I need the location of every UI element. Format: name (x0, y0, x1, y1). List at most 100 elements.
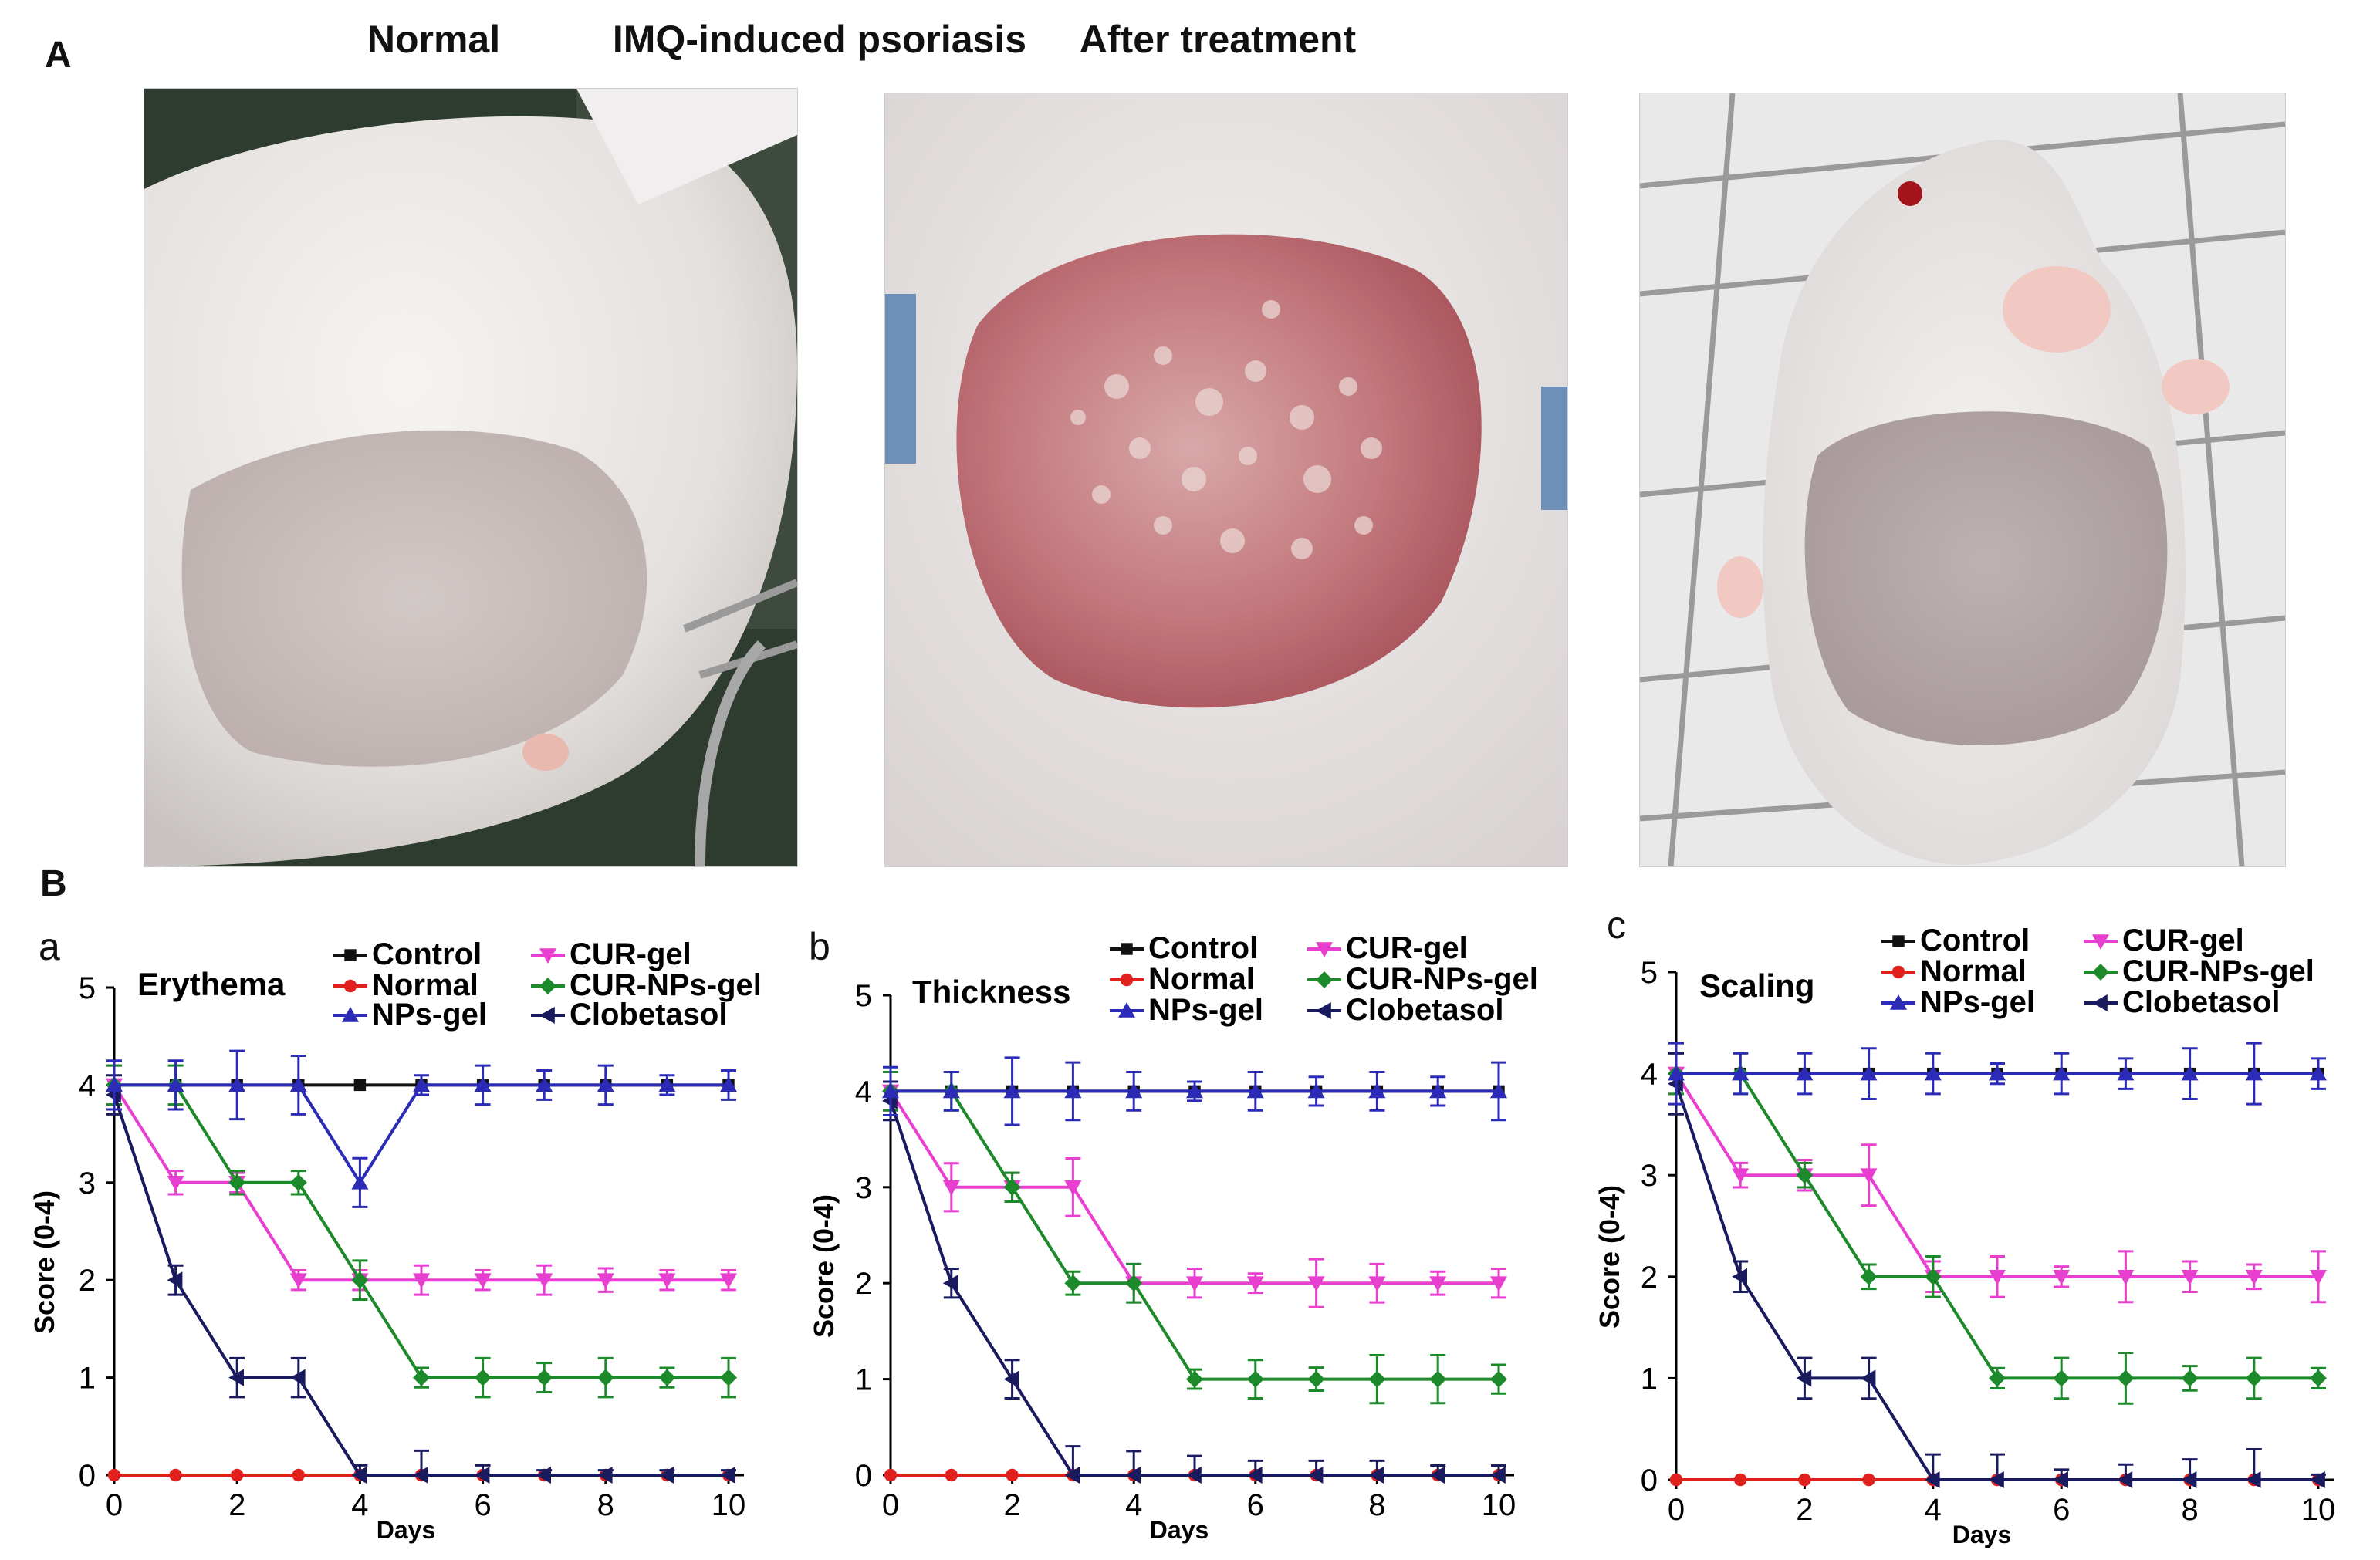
series-line (891, 1089, 1499, 1381)
x-axis-label: Days (1150, 1516, 1209, 1544)
data-point (720, 1273, 737, 1289)
data-point (1924, 1065, 1942, 1081)
data-point (597, 1467, 613, 1484)
data-point (1307, 1082, 1325, 1099)
x-tick-label: 2 (1796, 1493, 1813, 1527)
data-point (1668, 1065, 1685, 1081)
data-point (1490, 1467, 1506, 1484)
subpanel-c-letter: c (1607, 903, 1626, 947)
data-point (1669, 1473, 1683, 1487)
data-point (945, 1468, 958, 1482)
data-point (942, 1082, 960, 1099)
data-point (107, 1468, 121, 1482)
data-point (536, 1369, 553, 1386)
legend-label: NPs-gel (372, 998, 487, 1032)
y-tick-label: 4 (79, 1069, 96, 1102)
data-point (167, 1076, 184, 1092)
x-tick-label: 4 (351, 1488, 368, 1522)
data-point (289, 1369, 306, 1386)
data-point (1064, 1467, 1080, 1484)
data-point (2245, 1369, 2263, 1387)
data-point (597, 1273, 614, 1289)
legend-swatch-marker (2092, 994, 2108, 1011)
y-tick-label: 2 (79, 1264, 96, 1298)
data-point (882, 1082, 899, 1099)
chart-0: 0 1 2 3 4 5 0 2 4 6 8 10 Days Score (0-4) Erythema Cont… (29, 937, 762, 1544)
data-point (289, 1173, 307, 1191)
data-point (1860, 1268, 1878, 1285)
legend-label: Clobetasol (2122, 985, 2280, 1019)
data-point (1368, 1467, 1384, 1484)
legend-swatch-marker (2092, 934, 2109, 950)
legend-swatch-marker (539, 948, 556, 964)
series-line (114, 1083, 729, 1379)
chart-2: 0 1 2 3 4 5 0 2 4 6 8 10 Days Score (0-4) Scaling Contr… (1594, 924, 2335, 1548)
data-point (1368, 1276, 1386, 1292)
y-axis-label: Score (0-4) (808, 1194, 840, 1338)
y-tick-label: 3 (855, 1171, 872, 1205)
data-point (1003, 1082, 1021, 1099)
data-point (2181, 1471, 2197, 1488)
data-point (2181, 1369, 2199, 1387)
data-point (1860, 1168, 1878, 1184)
data-point (658, 1273, 676, 1289)
legend-label: CUR-NPs-gel (1346, 962, 1538, 996)
data-point (2117, 1270, 2135, 1285)
x-tick-label: 6 (2053, 1493, 2070, 1527)
series-cur-gel (106, 1064, 737, 1296)
data-point (228, 1369, 244, 1386)
data-point (1429, 1082, 1447, 1099)
legend-label: Normal (1920, 954, 2027, 988)
data-point (1006, 1468, 1019, 1482)
data-point (474, 1467, 490, 1484)
data-point (942, 1275, 958, 1292)
x-tick-label: 10 (712, 1488, 746, 1522)
data-point (1989, 1471, 2004, 1488)
y-tick-label: 4 (1641, 1058, 1658, 1092)
data-point (1064, 1180, 1082, 1196)
data-point (1490, 1276, 1507, 1292)
legend-swatch-marker (2092, 964, 2109, 981)
data-point (167, 1176, 184, 1191)
x-tick-label: 8 (2181, 1493, 2198, 1527)
data-point (1246, 1276, 1264, 1292)
photo-title-after: After treatment (1079, 18, 1357, 61)
legend-label: CUR-NPs-gel (570, 968, 762, 1002)
series-line (1676, 1072, 2318, 1380)
data-point (351, 1271, 369, 1289)
data-point (2310, 1471, 2325, 1488)
data-point (1796, 1167, 1814, 1184)
data-point (1798, 1473, 1811, 1487)
y-tick-label: 1 (79, 1362, 96, 1396)
y-tick-label: 4 (855, 1075, 872, 1109)
x-tick-label: 10 (1482, 1488, 1516, 1522)
legend-label: CUR-NPs-gel (2122, 954, 2314, 988)
x-tick-label: 2 (228, 1488, 245, 1522)
data-point (413, 1369, 430, 1386)
y-tick-label: 5 (1641, 956, 1658, 990)
legend-label: CUR-gel (2122, 924, 2244, 957)
photo-title-normal: Normal (367, 18, 501, 61)
series-line (1675, 1072, 2318, 1278)
chart-1: 0 1 2 3 4 5 0 2 4 6 8 10 Days Score (0-4) Thickness Con… (808, 931, 1538, 1544)
data-point (1246, 1370, 1264, 1388)
legend-label: Clobetasol (570, 998, 727, 1032)
photo-normal-mouse (144, 88, 798, 867)
chart-title: Scaling (1699, 967, 1814, 1004)
data-point (1732, 1268, 1747, 1285)
data-point (1368, 1370, 1386, 1388)
data-point (1490, 1082, 1507, 1099)
chart-title: Erythema (137, 966, 286, 1002)
y-tick-label: 3 (79, 1167, 96, 1200)
data-point (1796, 1065, 1814, 1081)
data-point (1186, 1082, 1203, 1099)
data-point (228, 1076, 246, 1092)
legend-swatch-marker (1890, 994, 1907, 1010)
x-tick-label: 4 (1925, 1493, 1942, 1527)
y-tick-label: 0 (79, 1459, 96, 1493)
series-clobetasol (106, 1074, 736, 1484)
data-point (1368, 1082, 1386, 1099)
series-cur-nps-gel (882, 1071, 1507, 1405)
x-tick-label: 4 (1125, 1488, 1142, 1522)
